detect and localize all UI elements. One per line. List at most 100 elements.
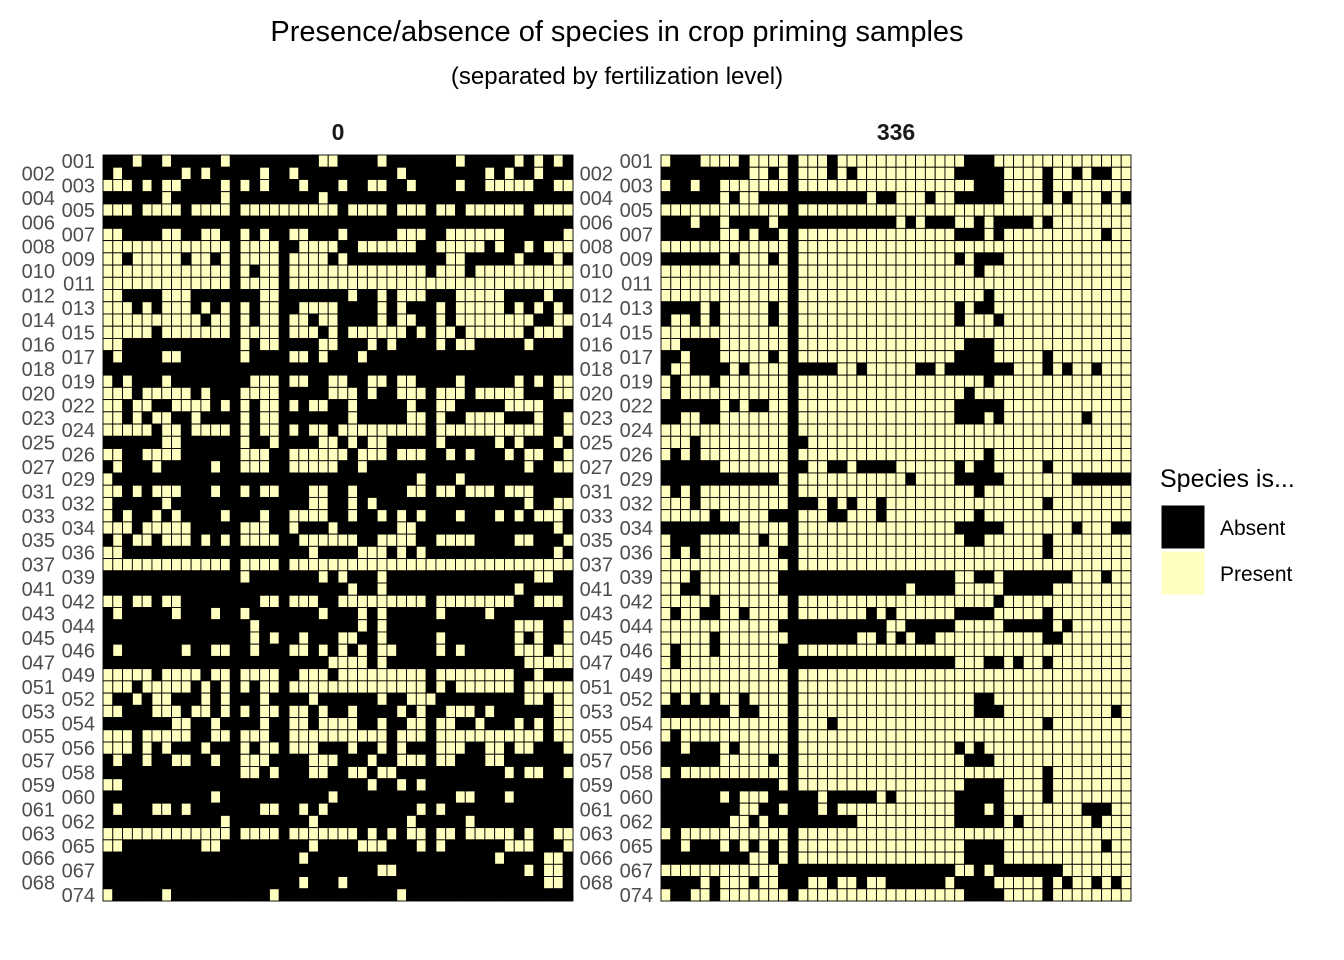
heatmap-cell-absent [533,386,545,401]
heatmap-cell-absent [474,154,486,168]
heatmap-cell-present [337,643,349,657]
heatmap-cell-absent [533,460,545,474]
heatmap-cell-present [1003,533,1014,547]
heatmap-cell-present [944,276,956,290]
heatmap-cell-present [425,692,437,706]
heatmap-cell-absent [239,717,251,731]
heatmap-cell-present [748,582,760,596]
heatmap-cell-present [269,802,280,816]
heatmap-cell-present [1071,619,1083,633]
heatmap-cell-present [259,289,270,303]
heatmap-cell-present [719,558,730,572]
heatmap-cell-present [415,778,427,792]
heatmap-cell-absent [1052,631,1063,645]
heatmap-cell-present [680,545,691,560]
heatmap-cell-absent [112,631,124,645]
heatmap-cell-present [504,729,515,743]
heatmap-cell-present [161,496,172,511]
heatmap-cell-present [220,558,231,572]
heatmap-cell-absent [474,851,486,865]
heatmap-cell-absent [337,191,349,205]
heatmap-cell-present [846,668,858,682]
heatmap-cell-present [905,435,917,449]
heatmap-cell-present [719,179,730,193]
heatmap-cell-absent [122,460,133,474]
heatmap-cell-present [1071,191,1083,205]
heatmap-cell-present [934,399,946,413]
heatmap-cell-absent [533,704,545,719]
heatmap-cell-absent [269,460,280,474]
heatmap-cell-present [885,337,897,352]
heatmap-cell-present [1101,337,1112,352]
heatmap-cell-present [1081,460,1093,474]
heatmap-cell-present [464,790,476,804]
heatmap-cell-present [376,570,388,584]
heatmap-cell-absent [171,411,182,425]
heatmap-cell-absent [347,839,359,853]
heatmap-cell-present [435,680,447,694]
heatmap-cell-absent [376,851,388,865]
heatmap-cell-absent [885,582,897,596]
heatmap-cell-absent [386,607,398,621]
heatmap-cell-present [102,594,114,608]
heatmap-cell-present [1071,252,1083,266]
heatmap-cell-present [1032,521,1044,535]
heatmap-cell-present [337,264,349,278]
heatmap-cell-absent [807,619,819,633]
heatmap-cell-present [856,337,868,352]
heatmap-cell-present [151,264,163,278]
heatmap-cell-present [709,423,721,437]
heatmap-cell-present [102,386,114,401]
heatmap-cell-absent [425,191,437,205]
heatmap-cell-present [875,350,887,364]
heatmap-cell-present [386,337,398,352]
heatmap-cell-absent [337,509,349,523]
heatmap-cell-present [964,668,975,682]
heatmap-cell-present [748,264,760,278]
heatmap-cell-absent [504,301,515,315]
heatmap-cell-present [954,619,965,633]
heatmap-cell-absent [141,509,153,523]
heatmap-cell-absent [964,166,975,180]
heatmap-cell-absent [944,655,956,670]
heatmap-cell-absent [102,790,114,804]
heatmap-cell-present [885,668,897,682]
heatmap-cell-absent [269,509,280,523]
heatmap-cell-present [895,252,907,266]
heatmap-cell-absent [464,876,476,890]
heatmap-cell-present [964,301,975,315]
heatmap-cell-absent [347,313,359,327]
heatmap-cell-absent [239,215,251,229]
heatmap-cell-absent [543,668,554,682]
heatmap-cell-present [102,729,114,743]
heatmap-cell-present [1003,496,1014,511]
heatmap-cell-absent [523,350,535,364]
heatmap-cell-present [875,607,887,621]
heatmap-cell-absent [180,423,192,437]
heatmap-cell-absent [562,154,574,168]
heatmap-cell-present [670,240,682,254]
heatmap-cell-absent [543,582,554,596]
heatmap-cell-absent [464,545,476,560]
heatmap-cell-present [885,227,897,242]
heatmap-cell-absent [122,227,133,242]
heatmap-cell-absent [915,362,926,376]
heatmap-cell-absent [210,350,221,364]
heatmap-cell-absent [357,411,368,425]
heatmap-cell-present [915,166,926,180]
heatmap-cell-absent [171,337,182,352]
heatmap-cell-absent [435,215,447,229]
heatmap-cell-present [171,435,182,449]
heatmap-cell-present [797,607,809,621]
heatmap-cell-absent [445,876,456,890]
heatmap-cell-absent [680,179,691,193]
heatmap-cell-absent [973,350,985,364]
heatmap-cell-present [249,558,261,572]
heatmap-cell-present [729,203,740,217]
heatmap-cell-absent [543,154,554,168]
heatmap-cell-absent [327,619,339,633]
heatmap-cell-absent [827,655,838,670]
heatmap-cell-present [239,484,251,498]
heatmap-cell-present [1003,252,1014,266]
heatmap-cell-present [249,203,261,217]
